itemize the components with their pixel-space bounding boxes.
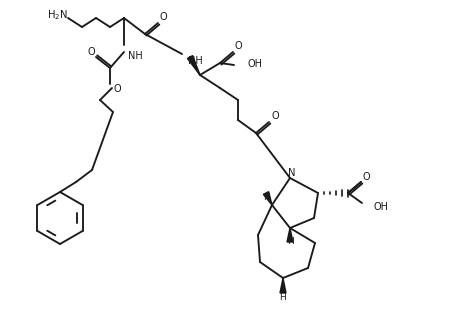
Text: H: H: [280, 294, 286, 302]
Text: NH: NH: [188, 56, 203, 66]
Text: H$_2$N: H$_2$N: [47, 8, 68, 22]
Text: N: N: [288, 168, 296, 178]
Text: O: O: [87, 47, 95, 57]
Text: OH: OH: [248, 59, 263, 69]
Text: O: O: [234, 41, 242, 51]
Text: OH: OH: [374, 202, 389, 212]
Text: H: H: [263, 193, 269, 203]
Polygon shape: [187, 55, 200, 75]
Text: O: O: [271, 111, 279, 121]
Text: O: O: [113, 84, 121, 94]
Polygon shape: [263, 192, 272, 205]
Text: NH: NH: [128, 51, 143, 61]
Text: H: H: [287, 237, 293, 247]
Text: O: O: [362, 172, 370, 182]
Text: O: O: [159, 12, 167, 22]
Polygon shape: [287, 228, 293, 242]
Polygon shape: [280, 278, 286, 293]
